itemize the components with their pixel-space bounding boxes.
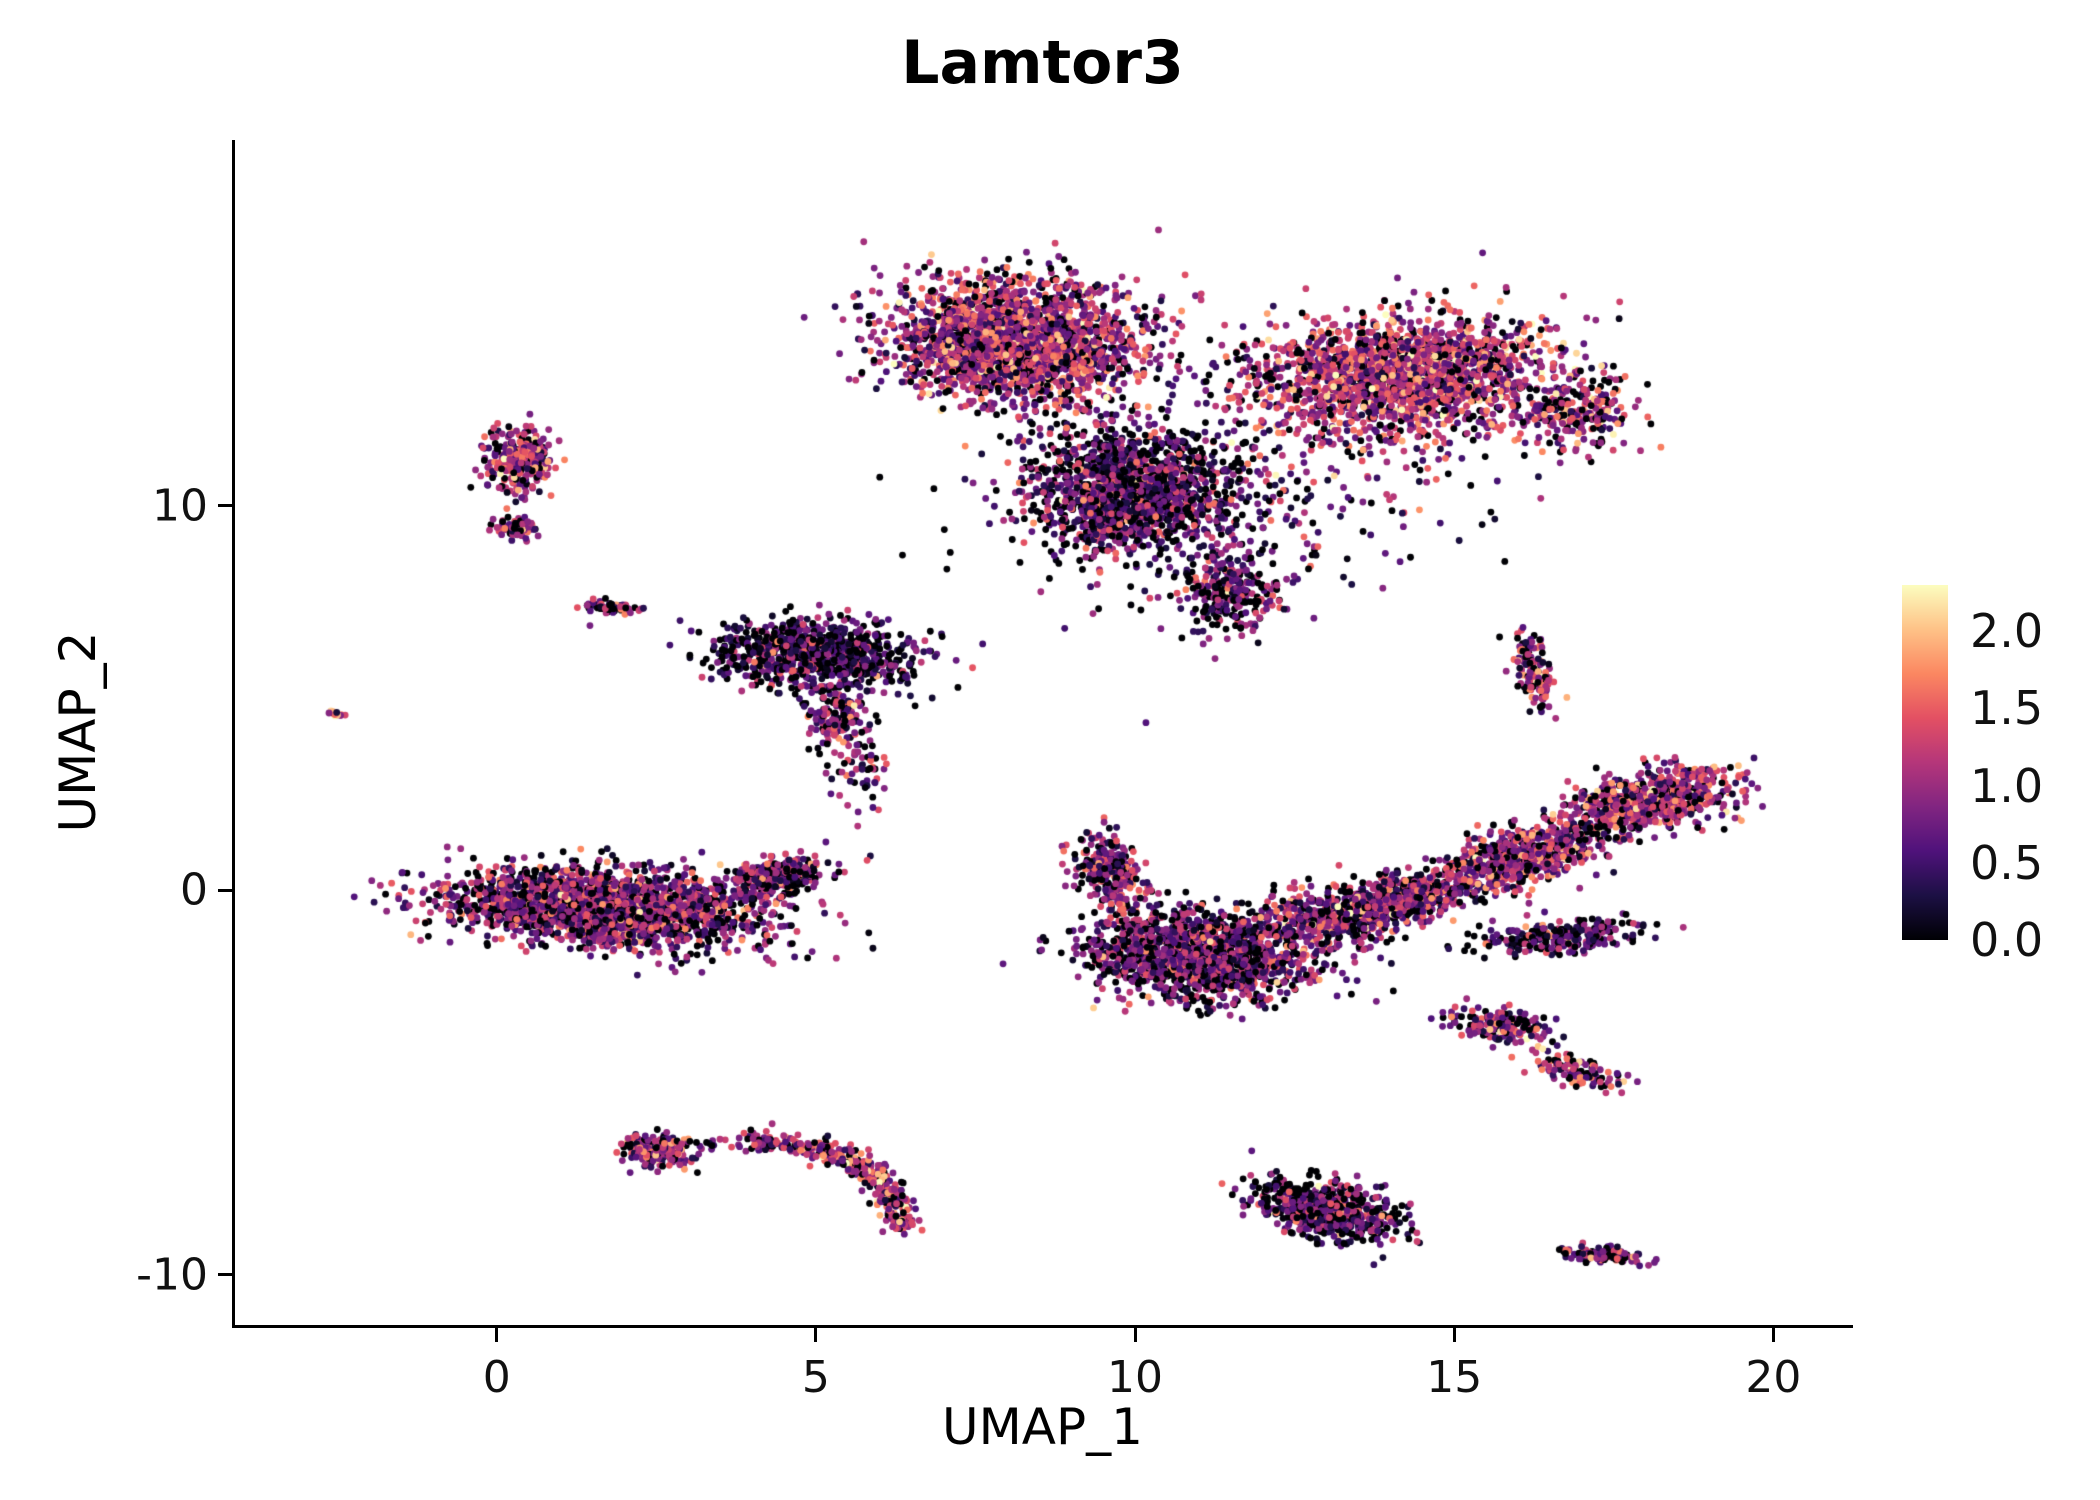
x-tick-label: 0 <box>482 1352 511 1403</box>
x-tick-label: 5 <box>801 1352 830 1403</box>
y-tick-mark <box>218 504 232 507</box>
y-tick-mark <box>218 1273 232 1277</box>
colorbar-gradient <box>1902 585 1948 940</box>
y-tick-mark <box>218 888 232 892</box>
x-axis-line <box>232 1325 1853 1328</box>
y-tick-label: 0 <box>180 864 208 916</box>
x-tick-mark <box>1133 1328 1137 1342</box>
legend-tick-label: 1.5 <box>1970 681 2044 736</box>
y-axis-title: UMAP_2 <box>49 631 107 833</box>
x-tick-label: 15 <box>1426 1352 1483 1403</box>
legend-tick-label: 2.0 <box>1970 604 2044 659</box>
x-tick-mark <box>814 1328 818 1342</box>
plot-title: Lamtor3 <box>901 28 1184 98</box>
x-tick-mark <box>495 1328 499 1342</box>
y-axis-line <box>232 140 235 1328</box>
legend-tick-label: 0.0 <box>1970 913 2044 967</box>
y-tick-label: -10 <box>136 1249 208 1301</box>
umap-scatter-canvas <box>235 140 1850 1325</box>
x-tick-label: 10 <box>1107 1352 1164 1403</box>
legend-tick-label: 0.5 <box>1970 835 2044 890</box>
y-tick-label: 10 <box>152 480 208 531</box>
x-tick-mark <box>1771 1328 1775 1342</box>
x-axis-title: UMAP_1 <box>942 1398 1143 1456</box>
legend-tick-label: 1.0 <box>1970 758 2044 813</box>
x-tick-label: 20 <box>1745 1352 1802 1403</box>
x-tick-mark <box>1452 1328 1456 1342</box>
